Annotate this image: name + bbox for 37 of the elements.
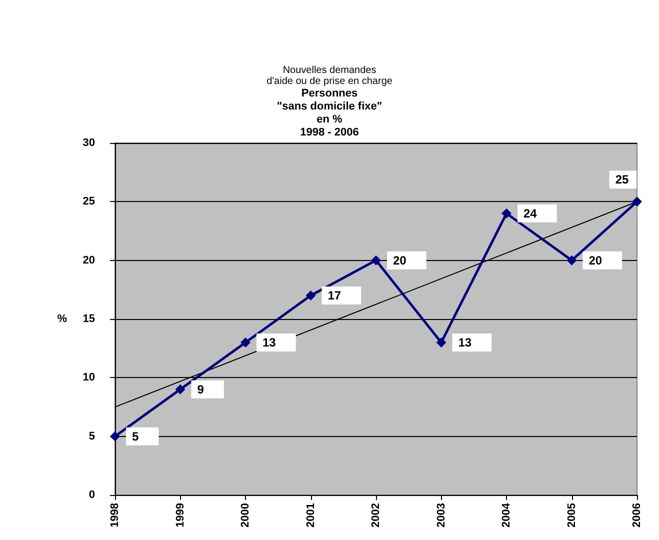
x-tick-label: 2000 — [240, 503, 252, 528]
x-tick-label: 1998 — [109, 503, 121, 528]
x-tick-label: 2004 — [500, 502, 512, 528]
y-tick-label: 30 — [82, 137, 95, 149]
chart-title: Nouvelles demandes d'aide ou de prise en charge — [266, 65, 393, 87]
y-tick-label: 25 — [82, 196, 95, 208]
point — [632, 196, 642, 207]
data-label: 9 — [197, 382, 204, 396]
x-tick-label: 2005 — [566, 503, 578, 528]
point — [306, 290, 316, 301]
x-tick-label: 2006 — [631, 503, 643, 528]
data-label: 24 — [524, 206, 538, 220]
x-tick-label: 2001 — [304, 503, 317, 528]
data-label: 13 — [262, 335, 276, 350]
y-tick-label: 10 — [82, 372, 95, 384]
x-tick-label: 2002 — [370, 503, 382, 528]
point — [436, 337, 446, 348]
data-label: 20 — [588, 253, 602, 268]
point — [175, 384, 186, 394]
point — [110, 431, 120, 442]
y-tick-label: 20 — [82, 254, 95, 266]
data-label: 17 — [328, 288, 342, 303]
x-tick-label: 2003 — [435, 503, 448, 528]
y-tick-label: 15 — [82, 313, 95, 325]
y-axis-title: % — [57, 313, 68, 325]
point — [240, 337, 250, 348]
x-tick-label: 1999 — [174, 503, 186, 528]
data-label: 25 — [615, 172, 629, 187]
y-tick-label: 5 — [88, 430, 95, 442]
point — [371, 255, 381, 266]
data-label: 20 — [393, 253, 407, 268]
y-tick-label: 0 — [88, 489, 95, 501]
data-label: 13 — [458, 335, 472, 350]
data-label: 5 — [132, 429, 139, 444]
point — [502, 208, 512, 218]
point — [566, 255, 577, 266]
chart-subtitle: Personnes "sans domicile fixe" en % 1998 - 2006 — [276, 88, 382, 138]
